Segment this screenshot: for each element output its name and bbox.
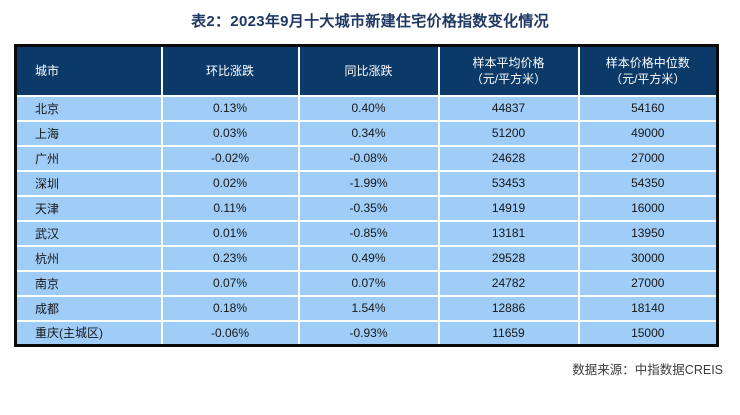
- cell-city: 广州: [14, 144, 163, 172]
- cell-yoy: -1.99%: [297, 169, 440, 197]
- table-row: 南京 0.07% 0.07% 24782 27000: [14, 269, 719, 297]
- cell-median-price: 49000: [577, 119, 719, 147]
- cell-yoy: 0.49%: [297, 244, 440, 272]
- cell-median-price: 27000: [577, 269, 719, 297]
- cell-avg-price: 12886: [437, 294, 580, 322]
- cell-mom: 0.13%: [160, 94, 300, 122]
- cell-yoy: 0.40%: [297, 94, 440, 122]
- cell-city: 成都: [14, 294, 163, 322]
- cell-mom: 0.23%: [160, 244, 300, 272]
- table-title: 表2：2023年9月十大城市新建住宅价格指数变化情况: [191, 13, 549, 30]
- header-median-price: 样本价格中位数 （元/平方米）: [577, 44, 719, 97]
- table-row: 广州 -0.02% -0.08% 24628 27000: [14, 144, 719, 172]
- header-row: 城市 环比涨跌 同比涨跌 样本平均价格 （元/平方米） 样本价格中位数 （元/平方米…: [14, 44, 719, 97]
- header-line: 样本平均价格: [472, 55, 545, 70]
- table-row: 上海 0.03% 0.34% 51200 49000: [14, 119, 719, 147]
- cell-mom: 0.01%: [160, 219, 300, 247]
- header-line: （元/平方米）: [470, 71, 547, 86]
- cell-city: 杭州: [14, 244, 163, 272]
- cell-avg-price: 29528: [437, 244, 580, 272]
- cell-yoy: -0.35%: [297, 194, 440, 222]
- header-city: 城市: [14, 44, 163, 97]
- cell-avg-price: 51200: [437, 119, 580, 147]
- header-avg-price: 样本平均价格 （元/平方米）: [437, 44, 580, 97]
- cell-mom: -0.02%: [160, 144, 300, 172]
- cell-city: 上海: [14, 119, 163, 147]
- cell-median-price: 13950: [577, 219, 719, 247]
- cell-median-price: 54160: [577, 94, 719, 122]
- cell-median-price: 16000: [577, 194, 719, 222]
- cell-city: 北京: [14, 94, 163, 122]
- table-row: 武汉 0.01% -0.85% 13181 13950: [14, 219, 719, 247]
- cell-yoy: -0.93%: [297, 319, 440, 347]
- cell-avg-price: 44837: [437, 94, 580, 122]
- table-row: 深圳 0.02% -1.99% 53453 54350: [14, 169, 719, 197]
- cell-avg-price: 53453: [437, 169, 580, 197]
- cell-avg-price: 14919: [437, 194, 580, 222]
- cell-mom: 0.02%: [160, 169, 300, 197]
- cell-city: 武汉: [14, 219, 163, 247]
- cell-avg-price: 11659: [437, 319, 580, 347]
- cell-city: 南京: [14, 269, 163, 297]
- cell-median-price: 15000: [577, 319, 719, 347]
- table-row: 北京 0.13% 0.40% 44837 54160: [14, 94, 719, 122]
- table-row: 成都 0.18% 1.54% 12886 18140: [14, 294, 719, 322]
- cell-avg-price: 24628: [437, 144, 580, 172]
- table-row: 杭州 0.23% 0.49% 29528 30000: [14, 244, 719, 272]
- header-line: （元/平方米）: [610, 71, 686, 86]
- cell-yoy: 1.54%: [297, 294, 440, 322]
- cell-median-price: 27000: [577, 144, 719, 172]
- cell-mom: 0.18%: [160, 294, 300, 322]
- header-line: 样本价格中位数: [605, 55, 690, 70]
- table-row: 重庆(主城区) -0.06% -0.93% 11659 15000: [14, 319, 719, 347]
- cell-mom: 0.03%: [160, 119, 300, 147]
- cell-median-price: 54350: [577, 169, 719, 197]
- cell-yoy: 0.34%: [297, 119, 440, 147]
- cell-city: 天津: [14, 194, 163, 222]
- cell-avg-price: 24782: [437, 269, 580, 297]
- cell-median-price: 30000: [577, 244, 719, 272]
- cell-city: 深圳: [14, 169, 163, 197]
- cell-median-price: 18140: [577, 294, 719, 322]
- header-yoy-change: 同比涨跌: [297, 44, 440, 97]
- cell-yoy: -0.08%: [297, 144, 440, 172]
- cell-avg-price: 13181: [437, 219, 580, 247]
- cell-yoy: 0.07%: [297, 269, 440, 297]
- cell-city: 重庆(主城区): [14, 319, 163, 347]
- data-source-note: 数据来源：中指数据CREIS: [572, 363, 723, 377]
- cell-mom: 0.11%: [160, 194, 300, 222]
- table-row: 天津 0.11% -0.35% 14919 16000: [14, 194, 719, 222]
- header-mom-change: 环比涨跌: [160, 44, 300, 97]
- price-index-table: 城市 环比涨跌 同比涨跌 样本平均价格 （元/平方米） 样本价格中位数 （元/平方米…: [14, 44, 719, 347]
- cell-mom: 0.07%: [160, 269, 300, 297]
- cell-yoy: -0.85%: [297, 219, 440, 247]
- cell-mom: -0.06%: [160, 319, 300, 347]
